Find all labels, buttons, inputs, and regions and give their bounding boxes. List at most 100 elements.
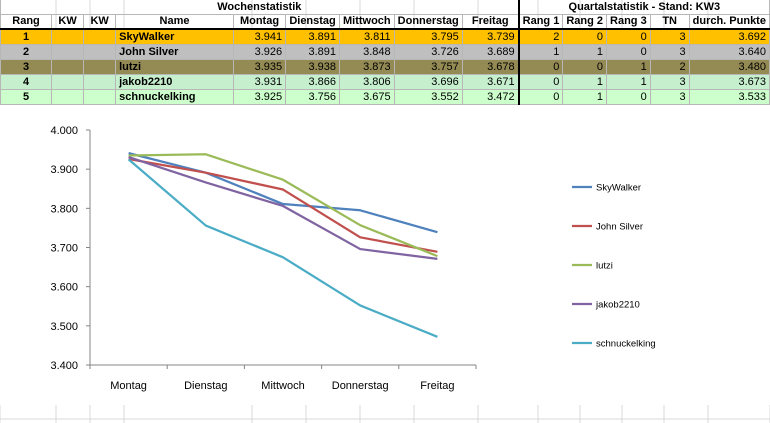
rang3-cell[interactable]: 1 bbox=[606, 73, 651, 90]
dienstag-cell[interactable]: 3.891 bbox=[285, 43, 340, 60]
series-line-schnuckelking[interactable] bbox=[127, 158, 438, 338]
table-row: 4 jakob2210 3.931 3.866 3.806 3.696 3.67… bbox=[0, 73, 770, 90]
rang3-cell[interactable]: 0 bbox=[606, 88, 651, 105]
avg-points-cell[interactable]: 3.673 bbox=[688, 73, 770, 90]
kw-cell[interactable] bbox=[51, 73, 85, 90]
kw-cell[interactable] bbox=[51, 88, 85, 105]
donnerstag-cell[interactable]: 3.795 bbox=[393, 28, 463, 45]
rang2-cell[interactable]: 1 bbox=[562, 88, 608, 105]
avg-points-cell[interactable]: 3.480 bbox=[688, 58, 770, 75]
rang3-cell[interactable]: 1 bbox=[606, 58, 651, 75]
kw-cell[interactable] bbox=[83, 28, 117, 45]
y-tick-label: 3.900 bbox=[50, 164, 78, 176]
montag-cell[interactable]: 3.931 bbox=[232, 73, 287, 90]
dienstag-cell[interactable]: 3.891 bbox=[285, 28, 340, 45]
series-line-skywalker[interactable] bbox=[128, 152, 438, 234]
header-montag[interactable]: Montag bbox=[232, 13, 287, 30]
kw-cell[interactable] bbox=[83, 88, 117, 105]
name-cell[interactable]: SkyWalker bbox=[115, 28, 234, 45]
rang2-cell[interactable]: 1 bbox=[562, 43, 608, 60]
tn-cell[interactable]: 2 bbox=[649, 58, 690, 75]
montag-cell[interactable]: 3.941 bbox=[232, 28, 287, 45]
legend-label: jakob2210 bbox=[595, 300, 640, 311]
rang2-cell[interactable]: 0 bbox=[562, 58, 608, 75]
x-tick-label: Mittwoch bbox=[261, 380, 304, 392]
rang3-cell[interactable]: 0 bbox=[606, 43, 651, 60]
mittwoch-cell[interactable]: 3.675 bbox=[338, 88, 395, 105]
dienstag-cell[interactable]: 3.756 bbox=[285, 88, 340, 105]
donnerstag-cell[interactable]: 3.726 bbox=[393, 43, 463, 60]
series-line-lutzi[interactable] bbox=[128, 153, 438, 258]
x-tick-label: Dienstag bbox=[184, 380, 227, 392]
kw-cell[interactable] bbox=[83, 58, 117, 75]
header-avg-points[interactable]: durch. Punkte bbox=[688, 13, 770, 30]
header-freitag[interactable]: Freitag bbox=[461, 13, 520, 30]
rank-cell[interactable]: 3 bbox=[0, 58, 53, 75]
name-cell[interactable]: schnuckelking bbox=[115, 88, 234, 105]
header-dienstag[interactable]: Dienstag bbox=[285, 13, 340, 30]
avg-points-cell[interactable]: 3.533 bbox=[688, 88, 770, 105]
rank-cell[interactable]: 2 bbox=[0, 43, 53, 60]
rang1-cell[interactable]: 0 bbox=[518, 73, 564, 90]
kw-cell[interactable] bbox=[83, 43, 117, 60]
rang1-cell[interactable]: 0 bbox=[518, 58, 564, 75]
line-chart[interactable]: 3.400 3.500 3.600 3.700 3.800 3.900 4.000 Monta… bbox=[0, 105, 770, 405]
tn-cell[interactable]: 3 bbox=[649, 43, 690, 60]
tn-cell[interactable]: 3 bbox=[649, 73, 690, 90]
kw-cell[interactable] bbox=[51, 43, 85, 60]
header-tn[interactable]: TN bbox=[649, 13, 690, 30]
y-tick-label: 3.800 bbox=[50, 203, 78, 215]
x-tick-label: Donnerstag bbox=[332, 380, 389, 392]
rank-cell[interactable]: 1 bbox=[0, 28, 53, 45]
header-rang-2[interactable]: Rang 2 bbox=[562, 13, 608, 30]
mittwoch-cell[interactable]: 3.848 bbox=[338, 43, 395, 60]
header-kw-2[interactable]: KW bbox=[83, 13, 117, 30]
header-donnerstag[interactable]: Donnerstag bbox=[393, 13, 463, 30]
mittwoch-cell[interactable]: 3.811 bbox=[338, 28, 395, 45]
avg-points-cell[interactable]: 3.640 bbox=[688, 43, 770, 60]
rang2-cell[interactable]: 1 bbox=[562, 73, 608, 90]
header-mittwoch[interactable]: Mittwoch bbox=[338, 13, 395, 30]
header-rang-1[interactable]: Rang 1 bbox=[518, 13, 564, 30]
dienstag-cell[interactable]: 3.866 bbox=[285, 73, 340, 90]
rang3-cell[interactable]: 0 bbox=[606, 28, 651, 45]
series-line-john-silver[interactable] bbox=[128, 157, 438, 253]
tn-cell[interactable]: 3 bbox=[649, 88, 690, 105]
donnerstag-cell[interactable]: 3.552 bbox=[393, 88, 463, 105]
rang1-cell[interactable]: 0 bbox=[518, 88, 564, 105]
y-tick-label: 3.700 bbox=[50, 243, 78, 255]
header-name[interactable]: Name bbox=[115, 13, 234, 30]
montag-cell[interactable]: 3.935 bbox=[232, 58, 287, 75]
freitag-cell[interactable]: 3.671 bbox=[461, 73, 520, 90]
kw-cell[interactable] bbox=[83, 73, 117, 90]
freitag-cell[interactable]: 3.678 bbox=[461, 58, 520, 75]
header-rang-3[interactable]: Rang 3 bbox=[606, 13, 651, 30]
quarterly-section-title: Quartalstatistik - Stand: KW3 bbox=[518, 0, 770, 15]
y-tick-label: 4.000 bbox=[50, 125, 78, 137]
rang1-cell[interactable]: 2 bbox=[518, 28, 564, 45]
montag-cell[interactable]: 3.925 bbox=[232, 88, 287, 105]
rank-cell[interactable]: 5 bbox=[0, 88, 53, 105]
name-cell[interactable]: jakob2210 bbox=[115, 73, 234, 90]
rang1-cell[interactable]: 1 bbox=[518, 43, 564, 60]
kw-cell[interactable] bbox=[51, 58, 85, 75]
freitag-cell[interactable]: 3.689 bbox=[461, 43, 520, 60]
donnerstag-cell[interactable]: 3.757 bbox=[393, 58, 463, 75]
mittwoch-cell[interactable]: 3.806 bbox=[338, 73, 395, 90]
header-rang[interactable]: Rang bbox=[0, 13, 53, 30]
donnerstag-cell[interactable]: 3.696 bbox=[393, 73, 463, 90]
name-cell[interactable]: lutzi bbox=[115, 58, 234, 75]
tn-cell[interactable]: 3 bbox=[649, 28, 690, 45]
mittwoch-cell[interactable]: 3.873 bbox=[338, 58, 395, 75]
rank-cell[interactable]: 4 bbox=[0, 73, 53, 90]
avg-points-cell[interactable]: 3.692 bbox=[688, 28, 770, 45]
name-cell[interactable]: John Silver bbox=[115, 43, 234, 60]
header-kw-1[interactable]: KW bbox=[51, 13, 85, 30]
montag-cell[interactable]: 3.926 bbox=[232, 43, 287, 60]
rang2-cell[interactable]: 0 bbox=[562, 28, 608, 45]
freitag-cell[interactable]: 3.739 bbox=[461, 28, 520, 45]
kw-cell[interactable] bbox=[51, 28, 85, 45]
freitag-cell[interactable]: 3.472 bbox=[461, 88, 520, 105]
series-line-jakob2210[interactable] bbox=[128, 155, 438, 260]
dienstag-cell[interactable]: 3.938 bbox=[285, 58, 340, 75]
